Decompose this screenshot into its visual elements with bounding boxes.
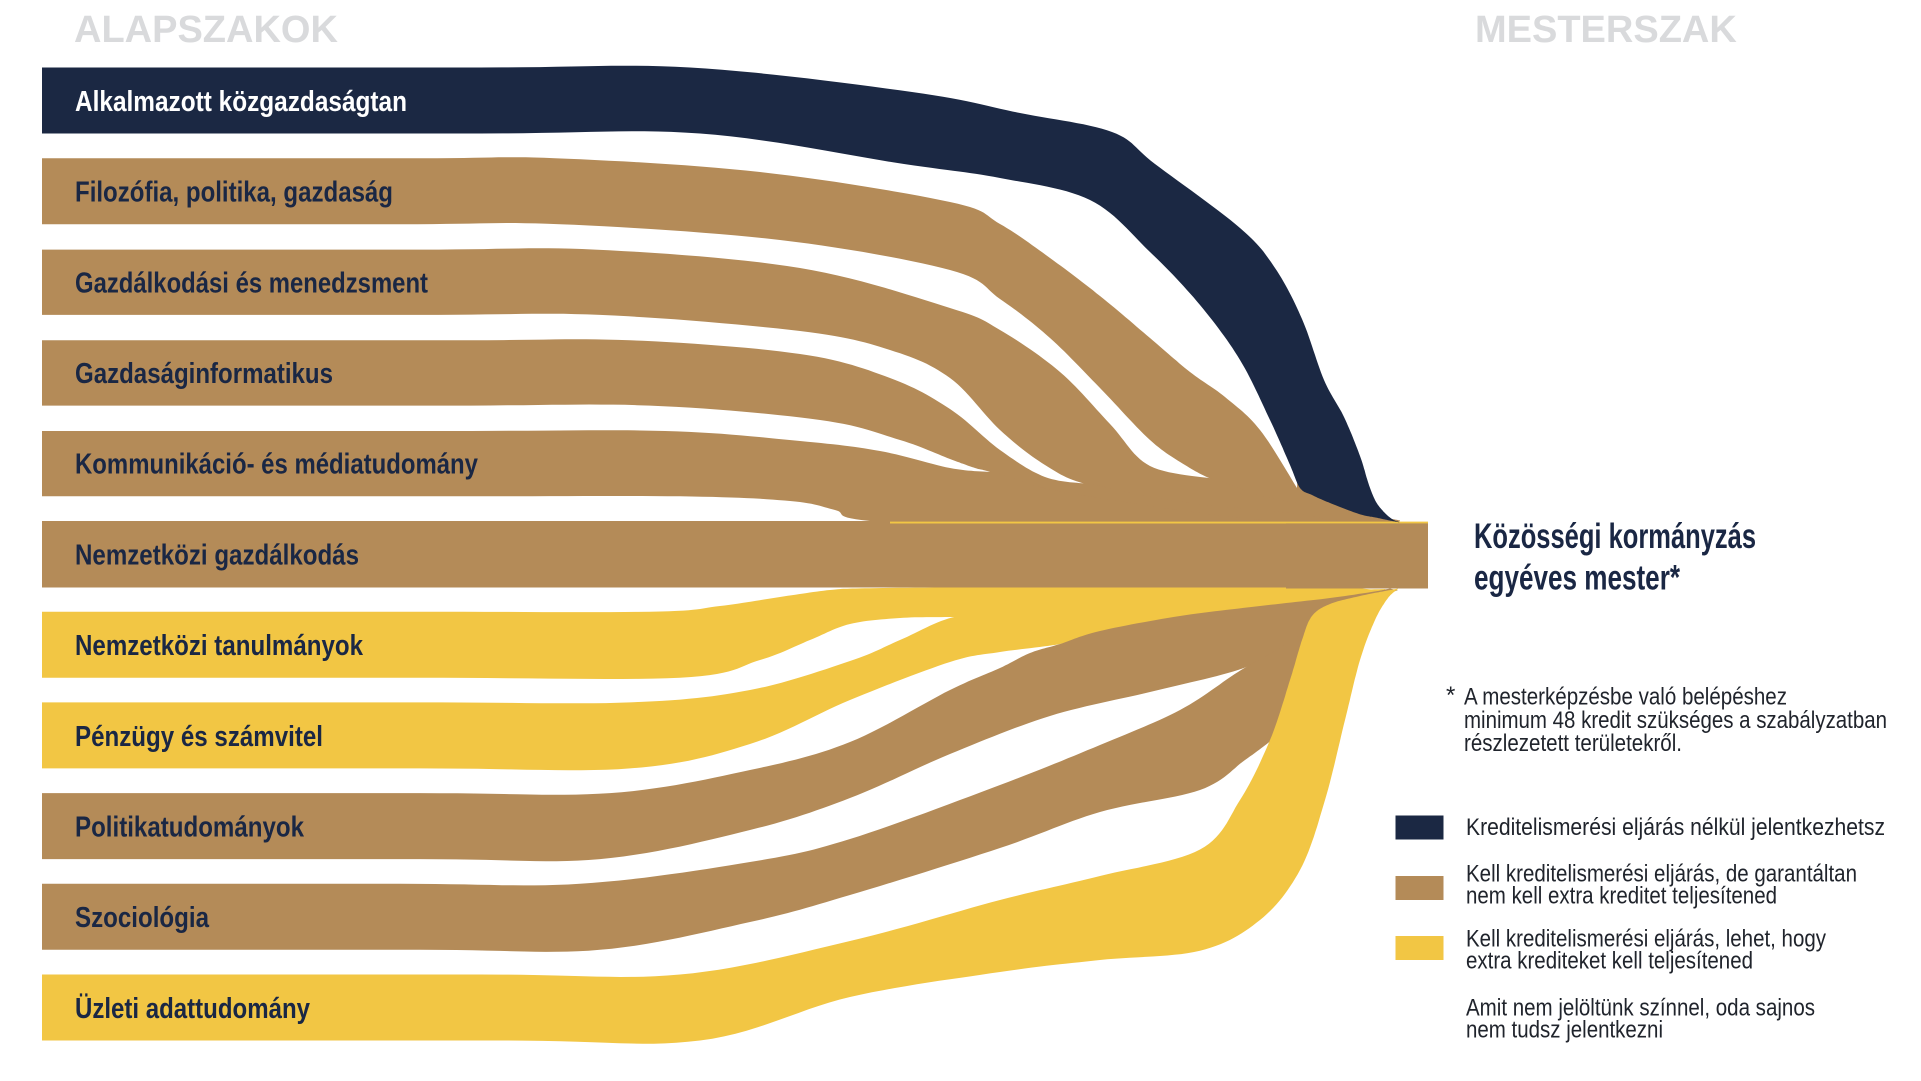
svg-text:Közösségi kormányzás: Közösségi kormányzás — [1474, 517, 1756, 556]
svg-text:Nemzetközi gazdálkodás: Nemzetközi gazdálkodás — [75, 539, 359, 571]
svg-text:Üzleti adattudomány: Üzleti adattudomány — [75, 992, 310, 1025]
svg-text:Kell kreditelismerési eljárás,: Kell kreditelismerési eljárás, de garant… — [1466, 861, 1857, 888]
svg-text:egyéves mester*: egyéves mester* — [1474, 559, 1680, 598]
svg-text:Amit nem jelöltünk színnel, od: Amit nem jelöltünk színnel, oda sajnos — [1466, 994, 1815, 1021]
svg-text:extra krediteket kell teljesít: extra krediteket kell teljesítened — [1466, 947, 1753, 974]
svg-text:nem tudsz jelentkezni: nem tudsz jelentkezni — [1466, 1016, 1663, 1043]
svg-text:nem kell extra kreditet teljes: nem kell extra kreditet teljesítened — [1466, 883, 1777, 910]
svg-text:A mesterképzésbe való belépésh: A mesterképzésbe való belépéshez — [1464, 683, 1787, 710]
svg-text:Kommunikáció- és médiatudomány: Kommunikáció- és médiatudomány — [75, 449, 478, 481]
svg-text:Gazdaságinformatikus: Gazdaságinformatikus — [75, 358, 333, 390]
svg-text:ALAPSZAKOK: ALAPSZAKOK — [74, 9, 338, 51]
svg-text:minimum 48 kredit szükséges a: minimum 48 kredit szükséges a szabályzat… — [1464, 707, 1887, 734]
svg-text:Filozófia, politika, gazdaság: Filozófia, politika, gazdaság — [75, 177, 393, 209]
svg-text:Alkalmazott közgazdaságtan: Alkalmazott közgazdaságtan — [75, 86, 407, 118]
svg-text:Gazdálkodási és menedzsment: Gazdálkodási és menedzsment — [75, 267, 428, 299]
svg-text:részlezetett területekről.: részlezetett területekről. — [1464, 730, 1682, 757]
svg-text:Nemzetközi tanulmányok: Nemzetközi tanulmányok — [75, 630, 364, 662]
svg-text:Kell kreditelismerési eljárás,: Kell kreditelismerési eljárás, lehet, ho… — [1466, 925, 1826, 952]
svg-text:Pénzügy és számvitel: Pénzügy és számvitel — [75, 721, 323, 753]
svg-text:Kreditelismerési eljárás nélkü: Kreditelismerési eljárás nélkül jelentke… — [1466, 814, 1885, 841]
svg-text:Szociológia: Szociológia — [75, 902, 210, 934]
svg-text:*: * — [1446, 682, 1455, 709]
svg-text:Politikatudományok: Politikatudományok — [75, 812, 305, 844]
svg-text:MESTERSZAK: MESTERSZAK — [1475, 9, 1737, 51]
